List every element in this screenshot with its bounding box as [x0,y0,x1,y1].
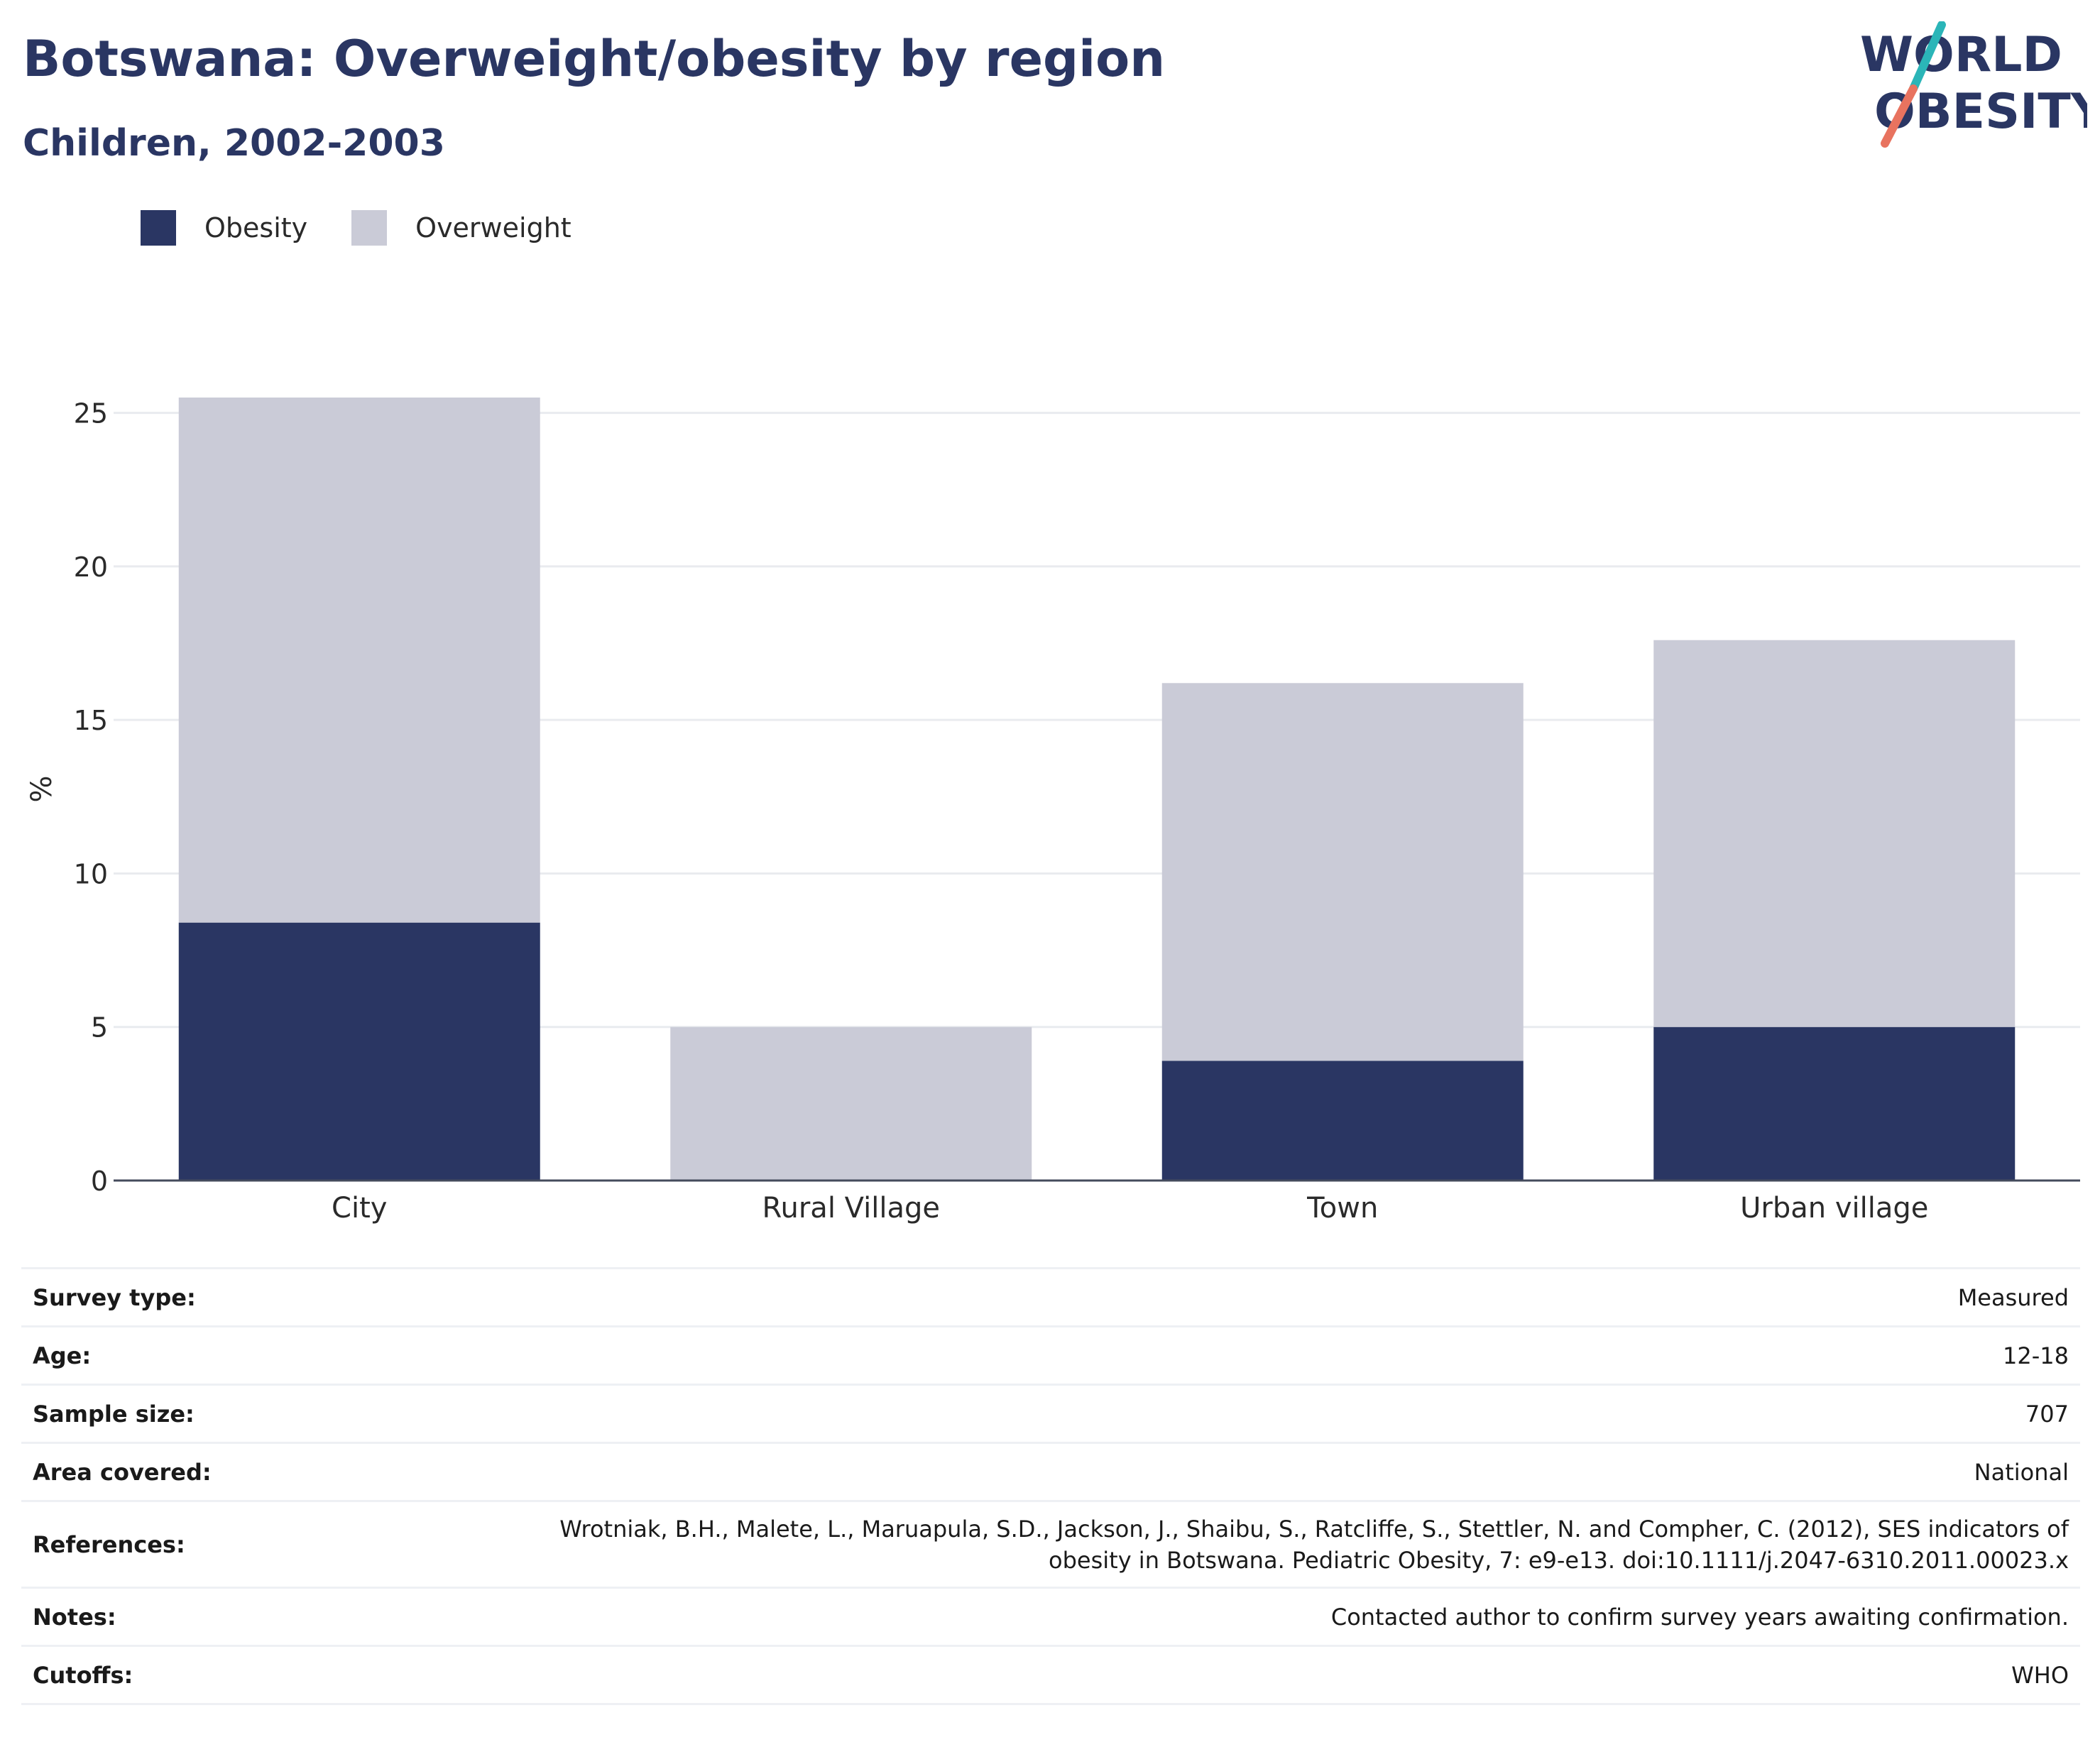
info-row: Sample size: 707 [21,1384,2080,1444]
info-row: Notes: Contacted author to confirm surve… [21,1587,2080,1647]
y-tick-label: 10 [74,858,108,889]
bar-overweight-rural-village [670,1026,1032,1181]
info-value-reference: Wrotniak, B.H., Malete, L., Maruapula, S… [399,1501,2080,1589]
y-axis-label: % [26,775,58,802]
logo-line2: OBESITY [1874,84,2087,140]
legend-swatch-obesity [141,210,176,246]
reference-line-2: obesity in Botswana. Pediatric Obesity, … [1049,1546,2069,1574]
logo-slash-coral [1881,84,1918,148]
bar-obesity-city [178,922,540,1181]
chart-subtitle: Children, 2002-2003 [23,122,445,165]
info-row: Age: 12-18 [21,1326,2080,1386]
info-key: Notes: [21,1587,399,1647]
chart-legend: Obesity Overweight [141,210,616,246]
info-row: Survey type: Measured [21,1267,2080,1327]
x-tick-label: City [332,1192,387,1225]
info-key: References: [21,1501,399,1589]
info-row: Cutoffs: WHO [21,1645,2080,1705]
legend-swatch-overweight [351,210,388,246]
info-value: 707 [399,1384,2080,1444]
legend-item-overweight[interactable]: Overweight [351,210,572,246]
bar-chart: 0 5 10 15 20 25% City Rural Village Town Urban vi… [26,398,2080,1225]
info-value: WHO [399,1645,2080,1705]
y-tick-label: 5 [91,1012,108,1044]
bar-overweight-city [178,398,540,923]
info-row: Area covered: National [21,1442,2080,1502]
legend-item-obesity[interactable]: Obesity [141,210,307,246]
bar-overweight-town [1161,683,1524,1061]
bar-overweight-urban-village [1653,640,2016,1027]
logo-line1: WORLD [1860,27,2062,83]
bar-obesity-urban-village [1653,1026,2016,1181]
info-key: Survey type: [21,1267,399,1327]
info-value: Contacted author to confirm survey years… [399,1587,2080,1647]
y-tick-label: 25 [74,398,108,429]
info-row: References: Wrotniak, B.H., Malete, L., … [21,1501,2080,1589]
info-key: Area covered: [21,1442,399,1502]
x-tick-label: Town [1306,1192,1378,1225]
logo-slash-teal [1909,21,1946,93]
info-value: National [399,1442,2080,1502]
info-key: Age: [21,1326,399,1386]
chart-title: Botswana: Overweight/obesity by region [23,30,1166,88]
bar-obesity-town [1161,1061,1524,1181]
x-tick-label: Rural Village [762,1192,940,1225]
x-tick-label: Urban village [1740,1192,1928,1225]
survey-info-table: Survey type: Measured Age: 12-18 Sample … [21,1267,2080,1705]
legend-label-obesity: Obesity [204,212,308,243]
info-key: Cutoffs: [21,1645,399,1705]
world-obesity-logo: WORLD OBESITY [1860,21,2087,148]
info-value: Measured [399,1267,2080,1327]
y-tick-label: 20 [74,552,108,583]
y-tick-label: 0 [91,1166,108,1197]
y-tick-label: 15 [74,705,108,736]
info-value: 12-18 [399,1326,2080,1386]
reference-line-1: Wrotniak, B.H., Malete, L., Maruapula, S… [559,1515,2069,1543]
info-key: Sample size: [21,1384,399,1444]
legend-label-overweight: Overweight [415,212,572,243]
